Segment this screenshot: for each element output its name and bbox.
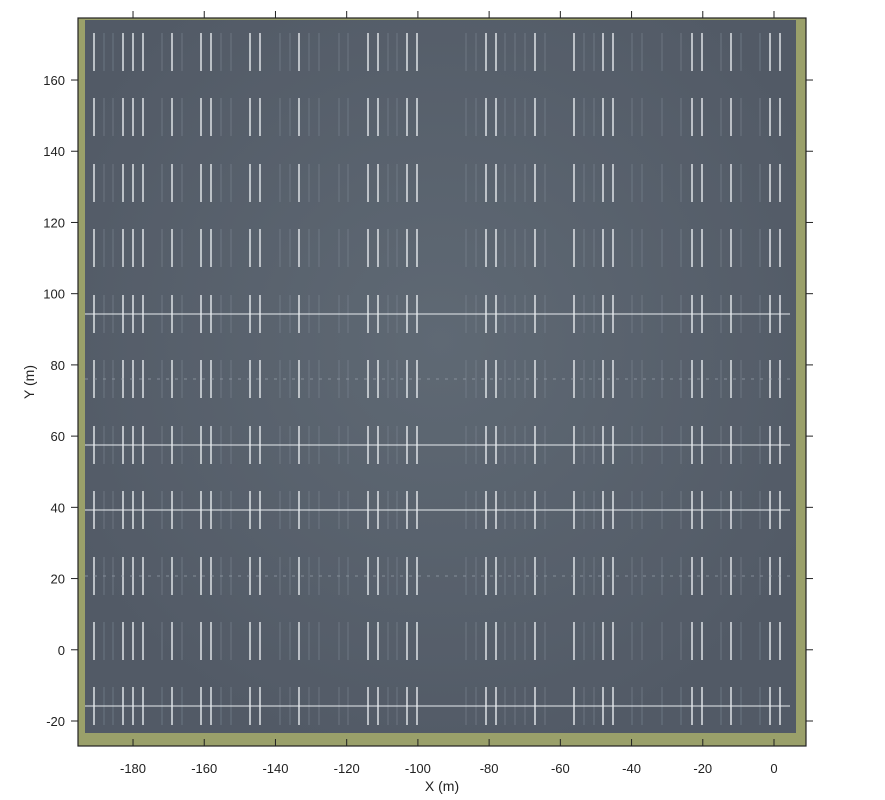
asphalt-surface <box>85 20 796 733</box>
y-axis-label: Y (m) <box>21 365 37 399</box>
lane-markings <box>85 33 790 725</box>
y-tick-label: 120 <box>43 215 65 230</box>
x-tick-label: -120 <box>334 761 360 776</box>
axes-frame <box>77 17 807 747</box>
x-tick-label: -80 <box>480 761 499 776</box>
x-tick-label: -160 <box>191 761 217 776</box>
y-tick-label: 80 <box>51 358 65 373</box>
x-tick-label: -140 <box>262 761 288 776</box>
y-tick-label: 100 <box>43 287 65 302</box>
y-tick-label: 160 <box>43 73 65 88</box>
x-tick-label: -100 <box>405 761 431 776</box>
x-axis-label: X (m) <box>425 778 459 794</box>
y-tick-label: 60 <box>51 429 65 444</box>
y-tick-label: -20 <box>46 714 65 729</box>
axis-ticks: -180 -160 -140 -120 -100 -80 -60 -40 -20 0 -20 0 20 4… <box>43 11 813 776</box>
x-tick-label: -20 <box>693 761 712 776</box>
y-tick-label: 20 <box>51 572 65 587</box>
x-tick-label: 0 <box>770 761 777 776</box>
y-tick-label: 40 <box>51 500 65 515</box>
y-tick-label: 0 <box>58 643 65 658</box>
x-tick-label: -40 <box>622 761 641 776</box>
x-tick-label: -60 <box>551 761 570 776</box>
y-tick-label: 140 <box>43 144 65 159</box>
x-tick-label: -180 <box>120 761 146 776</box>
